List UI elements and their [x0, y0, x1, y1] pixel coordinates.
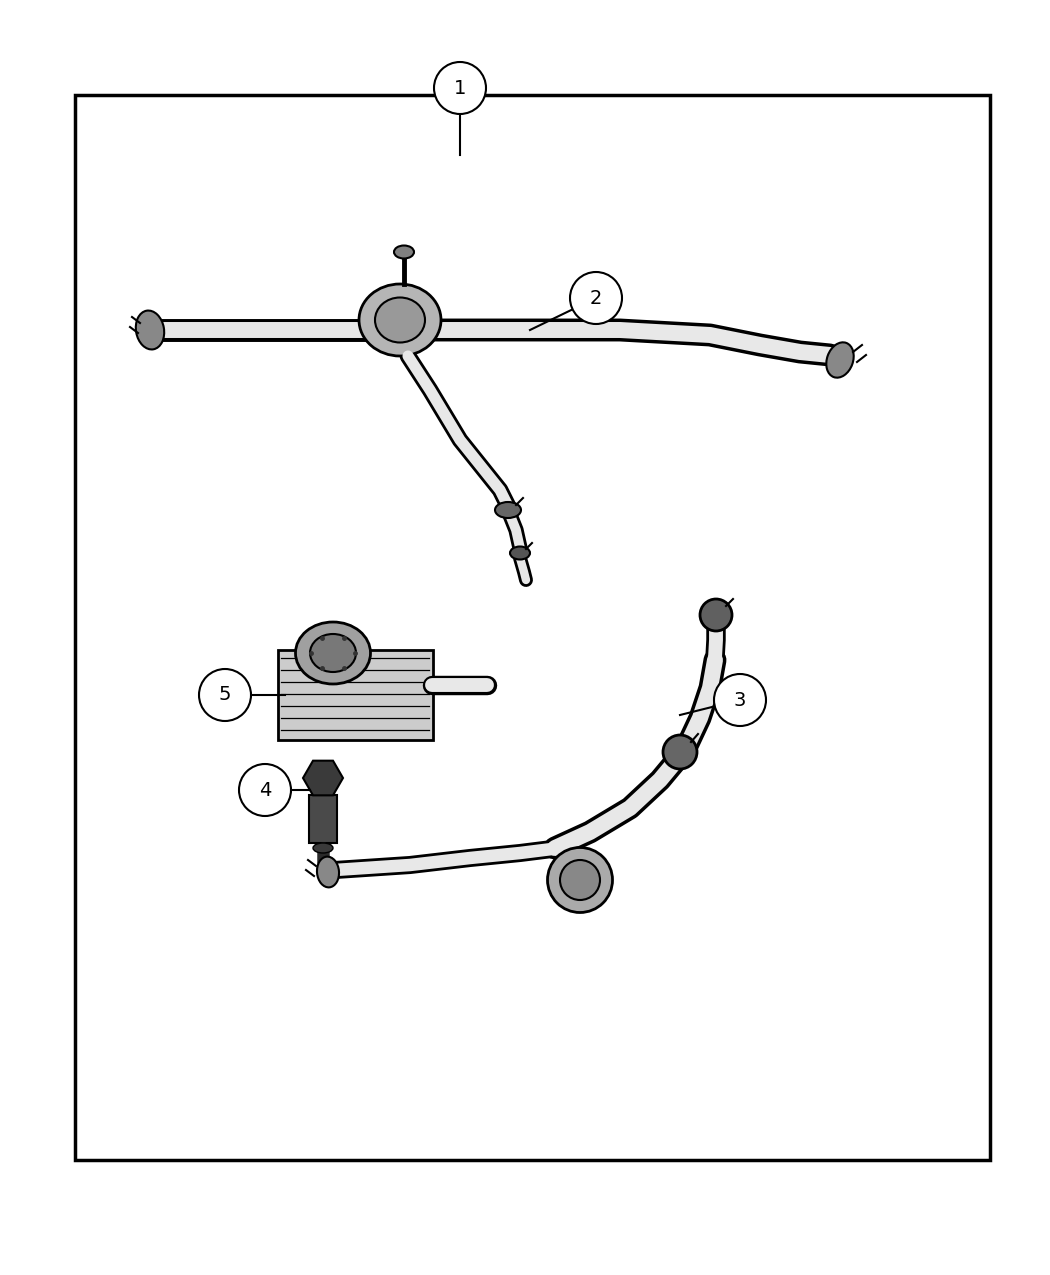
Text: 5: 5 [218, 686, 231, 705]
Ellipse shape [826, 342, 854, 377]
Text: 4: 4 [258, 780, 271, 799]
Text: 2: 2 [590, 288, 603, 307]
Ellipse shape [313, 843, 333, 853]
Bar [309, 796, 337, 843]
Bar [75, 96, 990, 1160]
Circle shape [714, 674, 766, 725]
Ellipse shape [663, 734, 697, 769]
Circle shape [570, 272, 622, 324]
Ellipse shape [295, 622, 371, 683]
Bar [278, 650, 433, 740]
Text: 3: 3 [734, 691, 747, 709]
Circle shape [239, 764, 291, 816]
Circle shape [200, 669, 251, 720]
Text: 1: 1 [454, 79, 466, 97]
Ellipse shape [375, 297, 425, 343]
Ellipse shape [547, 848, 612, 913]
Ellipse shape [700, 599, 732, 631]
Ellipse shape [317, 857, 339, 887]
Ellipse shape [560, 861, 600, 900]
Ellipse shape [510, 547, 530, 560]
Circle shape [434, 62, 486, 113]
Ellipse shape [394, 246, 414, 259]
Ellipse shape [359, 284, 441, 356]
Ellipse shape [310, 634, 356, 672]
Ellipse shape [495, 502, 521, 518]
Ellipse shape [135, 311, 164, 349]
